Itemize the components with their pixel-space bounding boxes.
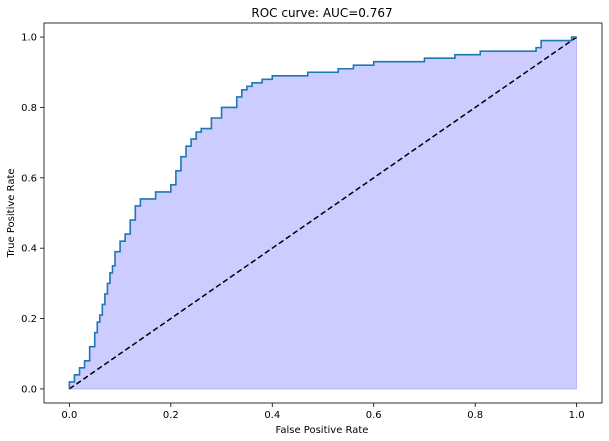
- plot-area: [68, 36, 578, 390]
- y-tick-label: 0.6: [21, 173, 37, 184]
- x-tick-label: 0.8: [467, 410, 483, 421]
- roc-curve-line: [68, 36, 577, 389]
- axes: 0.0 0.2 0.4 0.6 0.8 1.0 0.0 0.2 0.4 0.6 0.8 1.0: [21, 22, 603, 421]
- x-axis-label: False Positive Rate: [276, 425, 369, 436]
- x-tick-label: 0.6: [366, 410, 382, 421]
- y-tick-label: 0.4: [21, 244, 37, 255]
- x-tick-label: 1.0: [569, 410, 585, 421]
- x-tick-label: 0.4: [264, 410, 280, 421]
- y-tick-label: 0.8: [21, 103, 37, 114]
- chart-title: ROC curve: AUC=0.767: [251, 6, 392, 20]
- y-tick-label: 0.0: [21, 384, 37, 395]
- y-axis-label: True Positive Rate: [6, 168, 17, 258]
- chance-diagonal-line: [68, 36, 578, 390]
- y-tick-label: 1.0: [21, 33, 37, 44]
- x-tick-label: 0.0: [61, 410, 77, 421]
- y-tick-label: 0.2: [21, 314, 37, 325]
- plot-frame: [43, 22, 603, 404]
- x-tick-label: 0.2: [163, 410, 179, 421]
